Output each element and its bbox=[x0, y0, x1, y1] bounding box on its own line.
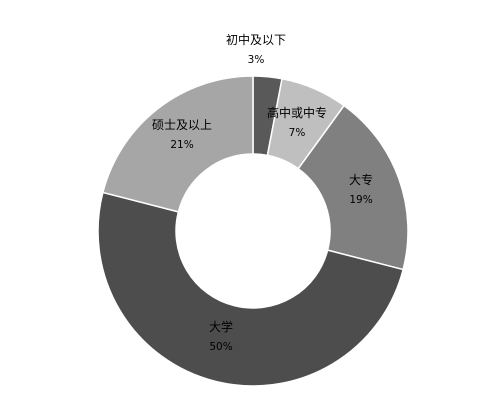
slice-4 bbox=[97, 191, 405, 387]
slice-label-4: 大学 bbox=[209, 319, 233, 334]
slice-label-2: 高中或中专 bbox=[267, 105, 327, 120]
slice-label-3: 大专 bbox=[349, 172, 373, 187]
slice-3 bbox=[297, 104, 409, 271]
labels-group: 初中及以下 3% 高中或中专 7% 大专 19% 大学 50% 硕士及以上 21% bbox=[152, 32, 373, 353]
slice-label-1: 初中及以下 bbox=[226, 32, 286, 47]
slice-5 bbox=[101, 75, 254, 213]
slice-value-4: 50% bbox=[209, 341, 232, 353]
slice-value-3: 19% bbox=[349, 194, 372, 206]
slice-value-5: 21% bbox=[170, 139, 193, 151]
slice-value-1: 3% bbox=[248, 54, 265, 66]
slice-label-5: 硕士及以上 bbox=[152, 118, 212, 132]
slice-value-2: 7% bbox=[289, 127, 306, 139]
slices-group bbox=[97, 75, 409, 387]
